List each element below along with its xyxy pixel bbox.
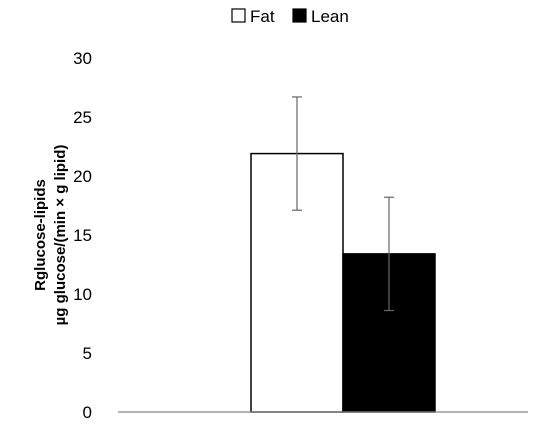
legend-swatch: [231, 8, 246, 23]
y-tick-label: 30: [73, 49, 92, 68]
y-axis-title-line: µg glucose/(min × g lipid): [52, 145, 69, 326]
error-bar-fat: [292, 96, 302, 211]
legend-label: Lean: [311, 7, 349, 26]
error-bars: [292, 96, 394, 312]
y-axis-title-line: Rglucose-lipids: [32, 179, 49, 291]
y-tick-label: 20: [73, 167, 92, 186]
y-tick-label: 10: [73, 285, 92, 304]
y-axis-label: Rglucose-lipids µg glucose/(min × g lipid…: [32, 145, 69, 326]
legend-label: Fat: [250, 7, 275, 26]
legend-item-fat: Fat: [231, 7, 275, 26]
legend-item-lean: Lean: [292, 7, 349, 26]
y-axis-ticks: 0 5 10 15 20 25 30: [73, 49, 92, 422]
bars: [250, 152, 436, 413]
y-tick-label: 0: [83, 403, 92, 422]
legend-swatch: [292, 8, 307, 23]
y-tick-label: 25: [73, 108, 92, 127]
error-bar-lean: [384, 196, 394, 312]
y-tick-label: 5: [83, 344, 92, 363]
y-tick-label: 15: [73, 226, 92, 245]
legend: Fat Lean: [231, 7, 349, 26]
